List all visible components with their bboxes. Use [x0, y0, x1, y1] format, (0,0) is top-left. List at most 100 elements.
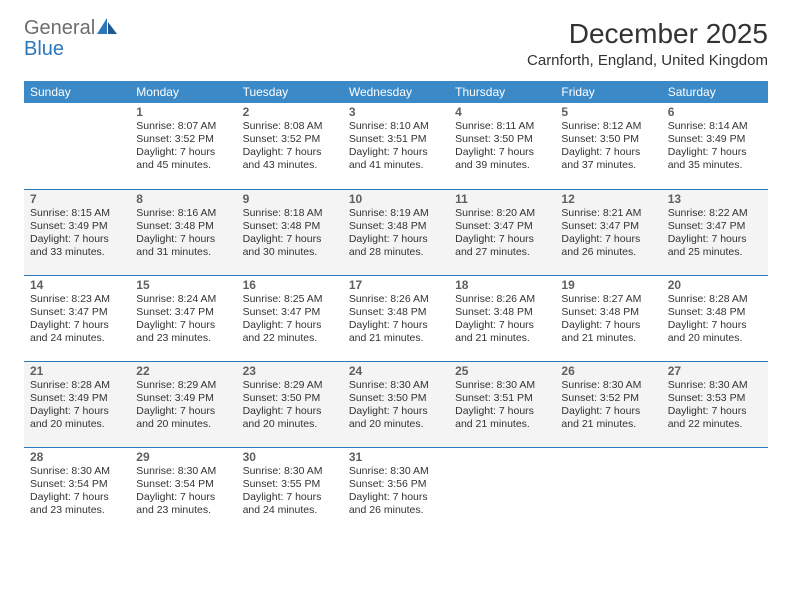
day-detail-line: Sunrise: 8:24 AM	[136, 293, 230, 306]
day-detail-line: Sunset: 3:51 PM	[455, 392, 549, 405]
day-detail-line: Sunset: 3:47 PM	[561, 220, 655, 233]
day-detail-line: Daylight: 7 hours	[561, 146, 655, 159]
calendar-day-cell: 28Sunrise: 8:30 AMSunset: 3:54 PMDayligh…	[24, 447, 130, 533]
day-number: 9	[243, 192, 337, 206]
weekday-header: Monday	[130, 81, 236, 103]
day-detail-line: and 21 minutes.	[455, 332, 549, 345]
logo-text-blue: Blue	[24, 38, 64, 60]
day-detail-line: Daylight: 7 hours	[668, 146, 762, 159]
day-number: 28	[30, 450, 124, 464]
day-detail-line: Sunset: 3:49 PM	[668, 133, 762, 146]
day-detail-line: Daylight: 7 hours	[243, 146, 337, 159]
calendar-body: 1Sunrise: 8:07 AMSunset: 3:52 PMDaylight…	[24, 103, 768, 533]
calendar-day-cell: 11Sunrise: 8:20 AMSunset: 3:47 PMDayligh…	[449, 189, 555, 275]
day-detail-line: and 24 minutes.	[30, 332, 124, 345]
day-detail-line: and 33 minutes.	[30, 246, 124, 259]
day-number: 17	[349, 278, 443, 292]
day-number: 19	[561, 278, 655, 292]
day-detail-line: Sunrise: 8:30 AM	[668, 379, 762, 392]
day-number: 29	[136, 450, 230, 464]
calendar-day-cell: 12Sunrise: 8:21 AMSunset: 3:47 PMDayligh…	[555, 189, 661, 275]
day-detail-line: Sunrise: 8:11 AM	[455, 120, 549, 133]
day-detail-line: Daylight: 7 hours	[668, 405, 762, 418]
calendar-day-cell: 24Sunrise: 8:30 AMSunset: 3:50 PMDayligh…	[343, 361, 449, 447]
day-detail-line: and 22 minutes.	[668, 418, 762, 431]
day-detail-line: Sunrise: 8:28 AM	[668, 293, 762, 306]
day-detail-line: Sunset: 3:56 PM	[349, 478, 443, 491]
day-detail-line: and 41 minutes.	[349, 159, 443, 172]
calendar-day-cell: 18Sunrise: 8:26 AMSunset: 3:48 PMDayligh…	[449, 275, 555, 361]
calendar-page: General Blue December 2025 Carnforth, En…	[0, 0, 792, 551]
day-detail-line: Sunrise: 8:26 AM	[455, 293, 549, 306]
day-detail-line: Daylight: 7 hours	[30, 233, 124, 246]
weekday-header: Tuesday	[237, 81, 343, 103]
day-detail-line: Sunset: 3:47 PM	[455, 220, 549, 233]
calendar-day-cell	[555, 447, 661, 533]
day-detail-line: and 23 minutes.	[136, 332, 230, 345]
calendar-day-cell: 26Sunrise: 8:30 AMSunset: 3:52 PMDayligh…	[555, 361, 661, 447]
calendar-day-cell	[24, 103, 130, 189]
calendar-day-cell: 13Sunrise: 8:22 AMSunset: 3:47 PMDayligh…	[662, 189, 768, 275]
day-detail-line: Daylight: 7 hours	[455, 319, 549, 332]
day-detail-line: and 23 minutes.	[30, 504, 124, 517]
day-number: 11	[455, 192, 549, 206]
calendar-week-row: 28Sunrise: 8:30 AMSunset: 3:54 PMDayligh…	[24, 447, 768, 533]
day-detail-line: and 27 minutes.	[455, 246, 549, 259]
day-detail-line: Daylight: 7 hours	[136, 405, 230, 418]
day-number: 2	[243, 105, 337, 119]
day-detail-line: Daylight: 7 hours	[30, 319, 124, 332]
day-detail-line: and 39 minutes.	[455, 159, 549, 172]
day-detail-line: Sunrise: 8:28 AM	[30, 379, 124, 392]
day-detail-line: Sunset: 3:49 PM	[30, 220, 124, 233]
calendar-week-row: 21Sunrise: 8:28 AMSunset: 3:49 PMDayligh…	[24, 361, 768, 447]
day-detail-line: and 20 minutes.	[136, 418, 230, 431]
day-number: 26	[561, 364, 655, 378]
day-detail-line: Daylight: 7 hours	[561, 319, 655, 332]
day-detail-line: Daylight: 7 hours	[455, 405, 549, 418]
day-number: 25	[455, 364, 549, 378]
day-detail-line: Sunset: 3:47 PM	[243, 306, 337, 319]
day-number: 6	[668, 105, 762, 119]
day-detail-line: Sunset: 3:48 PM	[136, 220, 230, 233]
day-detail-line: Sunrise: 8:26 AM	[349, 293, 443, 306]
day-detail-line: Sunrise: 8:22 AM	[668, 207, 762, 220]
calendar-day-cell	[449, 447, 555, 533]
day-number: 31	[349, 450, 443, 464]
calendar-day-cell: 10Sunrise: 8:19 AMSunset: 3:48 PMDayligh…	[343, 189, 449, 275]
calendar-day-cell: 4Sunrise: 8:11 AMSunset: 3:50 PMDaylight…	[449, 103, 555, 189]
calendar-day-cell: 7Sunrise: 8:15 AMSunset: 3:49 PMDaylight…	[24, 189, 130, 275]
day-detail-line: Sunrise: 8:15 AM	[30, 207, 124, 220]
day-detail-line: Daylight: 7 hours	[349, 319, 443, 332]
header: General Blue December 2025 Carnforth, En…	[24, 18, 768, 69]
weekday-header: Saturday	[662, 81, 768, 103]
calendar-day-cell: 30Sunrise: 8:30 AMSunset: 3:55 PMDayligh…	[237, 447, 343, 533]
day-detail-line: Daylight: 7 hours	[30, 405, 124, 418]
day-detail-line: Sunset: 3:49 PM	[30, 392, 124, 405]
day-detail-line: Sunset: 3:48 PM	[349, 306, 443, 319]
calendar-week-row: 1Sunrise: 8:07 AMSunset: 3:52 PMDaylight…	[24, 103, 768, 189]
calendar-day-cell: 1Sunrise: 8:07 AMSunset: 3:52 PMDaylight…	[130, 103, 236, 189]
calendar-day-cell: 23Sunrise: 8:29 AMSunset: 3:50 PMDayligh…	[237, 361, 343, 447]
day-number: 24	[349, 364, 443, 378]
calendar-day-cell: 2Sunrise: 8:08 AMSunset: 3:52 PMDaylight…	[237, 103, 343, 189]
day-detail-line: Sunrise: 8:20 AM	[455, 207, 549, 220]
day-number: 7	[30, 192, 124, 206]
weekday-header: Friday	[555, 81, 661, 103]
calendar-table: SundayMondayTuesdayWednesdayThursdayFrid…	[24, 81, 768, 533]
day-detail-line: Daylight: 7 hours	[455, 233, 549, 246]
day-detail-line: Sunrise: 8:29 AM	[136, 379, 230, 392]
day-number: 1	[136, 105, 230, 119]
calendar-day-cell: 15Sunrise: 8:24 AMSunset: 3:47 PMDayligh…	[130, 275, 236, 361]
day-detail-line: Daylight: 7 hours	[455, 146, 549, 159]
day-detail-line: Sunset: 3:53 PM	[668, 392, 762, 405]
day-detail-line: Daylight: 7 hours	[136, 233, 230, 246]
day-detail-line: Daylight: 7 hours	[243, 405, 337, 418]
day-detail-line: Sunrise: 8:23 AM	[30, 293, 124, 306]
calendar-day-cell: 14Sunrise: 8:23 AMSunset: 3:47 PMDayligh…	[24, 275, 130, 361]
calendar-day-cell: 6Sunrise: 8:14 AMSunset: 3:49 PMDaylight…	[662, 103, 768, 189]
weekday-header: Thursday	[449, 81, 555, 103]
calendar-day-cell: 19Sunrise: 8:27 AMSunset: 3:48 PMDayligh…	[555, 275, 661, 361]
day-number: 14	[30, 278, 124, 292]
day-detail-line: and 26 minutes.	[561, 246, 655, 259]
day-detail-line: Sunset: 3:50 PM	[243, 392, 337, 405]
